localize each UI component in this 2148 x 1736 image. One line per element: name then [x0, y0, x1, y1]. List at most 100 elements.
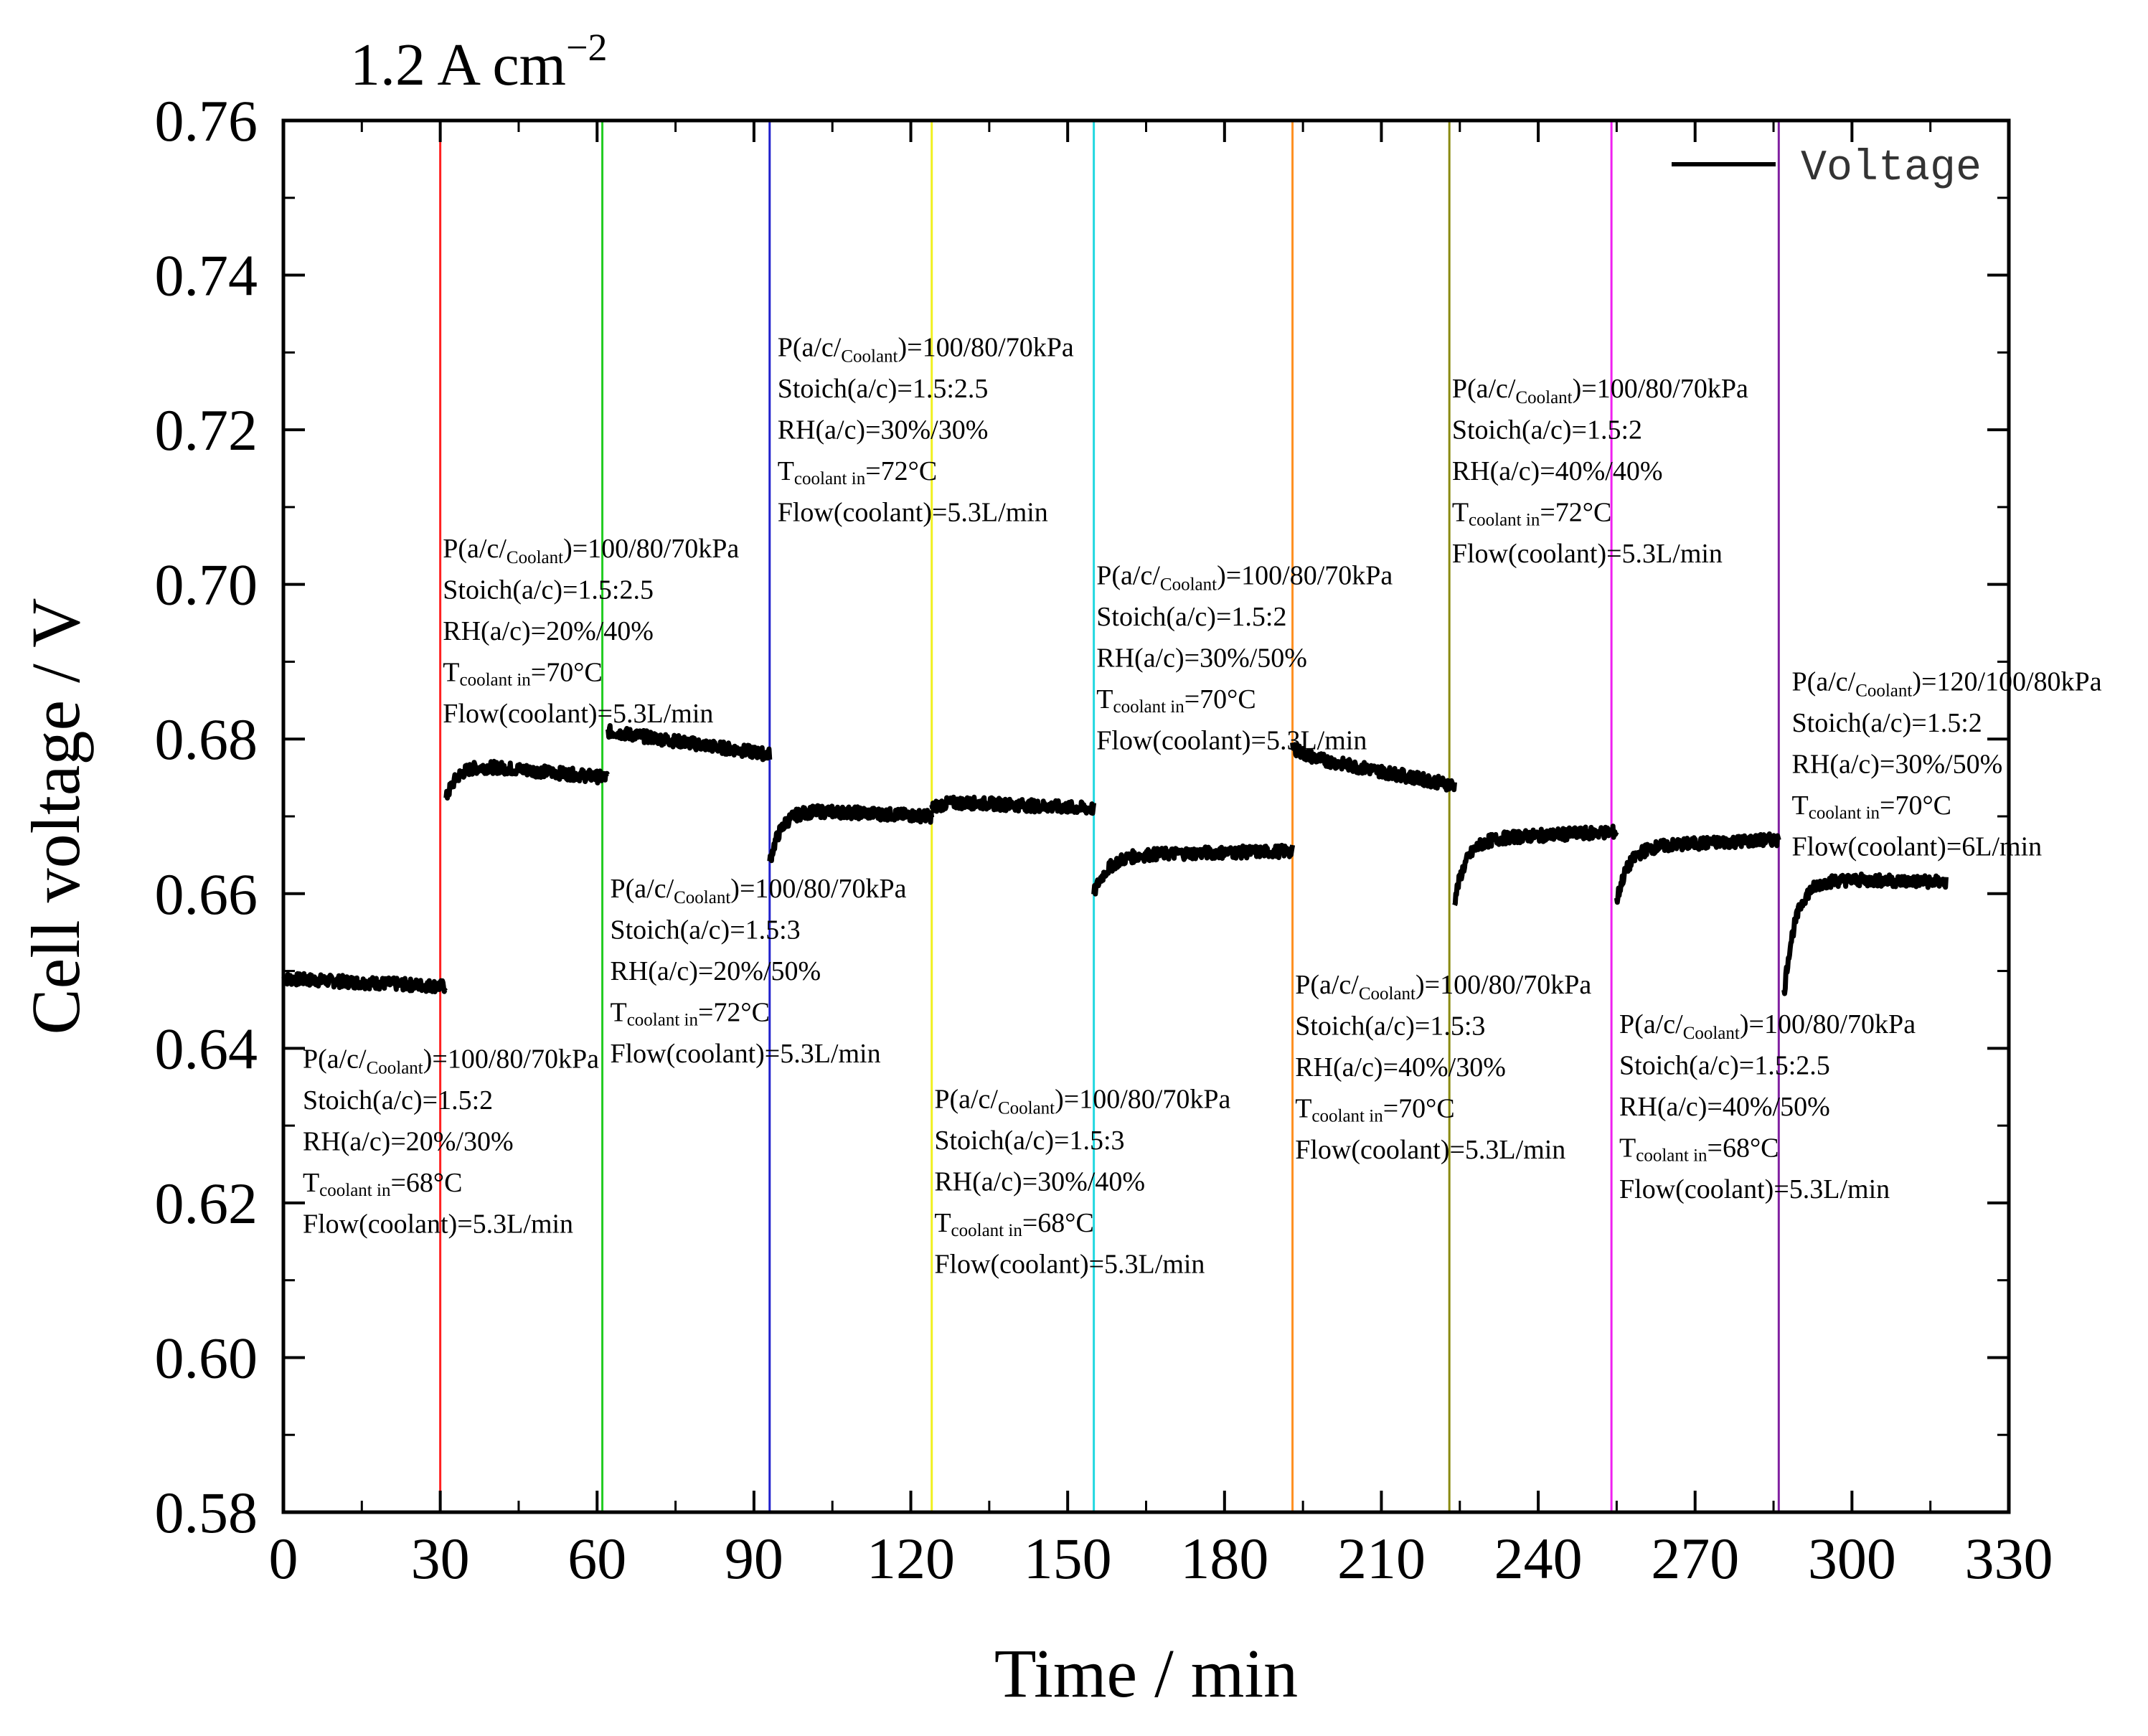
annotation-rh: RH(a/c)=40%/30% [1295, 1052, 1506, 1082]
annotation-rh: RH(a/c)=40%/50% [1619, 1092, 1830, 1122]
voltage-segment-4 [767, 803, 935, 864]
annot-text: T [1619, 1133, 1636, 1163]
annot-text: )=100/80/70kPa [730, 874, 906, 904]
annot-subscript: Coolant [1160, 575, 1217, 595]
annotation-flow: Flow(coolant)=5.3L/min [1096, 726, 1367, 756]
x-tick-label: 300 [1808, 1526, 1896, 1591]
annotation-temperature: Tcoolant in=68°C [1619, 1133, 1779, 1165]
annot-subscript: Coolant [1855, 681, 1912, 700]
annotation-stoich: Stoich(a/c)=1.5:2.5 [778, 374, 989, 404]
annot-subscript: Coolant [998, 1098, 1055, 1118]
annotation-rh: RH(a/c)=30%/50% [1792, 749, 2003, 779]
annot-subscript: coolant in [627, 1011, 699, 1030]
annotation-pressure: P(a/c/Coolant)=100/80/70kPa [1619, 1009, 1916, 1043]
y-tick-label: 0.60 [155, 1325, 258, 1390]
voltage-segment-5 [929, 794, 1097, 816]
annotation-rh: RH(a/c)=30%/30% [778, 415, 989, 445]
x-tick-label: 30 [411, 1526, 470, 1591]
annotation-pressure: P(a/c/Coolant)=100/80/70kPa [303, 1044, 599, 1077]
annot-text: P(a/c/ [934, 1084, 998, 1114]
annotation-pressure: P(a/c/Coolant)=100/80/70kPa [1295, 970, 1591, 1004]
annot-subscript: coolant in [1809, 803, 1880, 823]
annot-text: P(a/c/ [1792, 666, 1856, 697]
annotation-stoich: Stoich(a/c)=1.5:3 [934, 1126, 1124, 1156]
annotation-6: P(a/c/Coolant)=100/80/70kPa Stoich(a/c)=1… [1096, 561, 1393, 756]
x-tick-label: 150 [1024, 1526, 1112, 1591]
annot-text: T [1792, 791, 1809, 821]
voltage-segment-9 [1614, 831, 1781, 905]
annotation-temperature: Tcoolant in=70°C [443, 657, 602, 689]
annot-text: T [1096, 684, 1113, 714]
annotation-temperature: Tcoolant in=72°C [1452, 497, 1611, 529]
annotation-flow: Flow(coolant)=5.3L/min [1452, 539, 1723, 569]
annotation-flow: Flow(coolant)=5.3L/min [610, 1039, 880, 1069]
annotation-8: P(a/c/Coolant)=100/80/70kPa Stoich(a/c)=1… [1452, 374, 1748, 569]
annotation-pressure: P(a/c/Coolant)=120/100/80kPa [1792, 666, 2102, 700]
condition-annotations: P(a/c/Coolant)=100/80/70kPaStoich(a/c)=1… [303, 333, 2102, 1280]
legend: Voltage [1672, 144, 1982, 193]
annot-subscript: Coolant [367, 1058, 423, 1077]
y-tick-label: 0.62 [155, 1171, 258, 1236]
annotation-1: P(a/c/Coolant)=100/80/70kPa Stoich(a/c)=1… [303, 1044, 599, 1239]
annot-text: P(a/c/ [1452, 374, 1516, 404]
annot-text: T [778, 456, 794, 486]
annot-subscript: coolant in [1113, 697, 1184, 717]
annotation-7: P(a/c/Coolant)=100/80/70kPa Stoich(a/c)=1… [1295, 970, 1591, 1165]
annotation-temperature: Tcoolant in=70°C [1792, 791, 1951, 823]
legend-label-voltage: Voltage [1801, 144, 1982, 193]
annot-subscript: Coolant [1683, 1024, 1740, 1043]
annot-text: =68°C [1707, 1133, 1779, 1163]
annot-text: T [443, 657, 459, 687]
annotation-flow: Flow(coolant)=5.3L/min [303, 1209, 573, 1239]
y-tick-label: 0.72 [155, 397, 258, 463]
annot-text: )=100/80/70kPa [898, 333, 1074, 363]
annotation-rh: RH(a/c)=30%/40% [934, 1166, 1145, 1197]
x-tick-label: 330 [1965, 1526, 2053, 1591]
y-tick-label: 0.76 [155, 88, 258, 154]
x-tick-label: 270 [1651, 1526, 1739, 1591]
plot-frame [281, 118, 2011, 1514]
annot-text: =72°C [698, 998, 770, 1028]
x-tick-label: 90 [725, 1526, 783, 1591]
annot-text: )=100/80/70kPa [1415, 970, 1591, 1000]
annot-subscript: coolant in [1311, 1106, 1383, 1126]
annotation-pressure: P(a/c/Coolant)=100/80/70kPa [1452, 374, 1748, 407]
y-tick-label: 0.70 [155, 552, 258, 618]
voltage-segment-10 [1781, 871, 1949, 996]
annotation-flow: Flow(coolant)=5.3L/min [934, 1249, 1205, 1279]
annot-subscript: Coolant [1359, 984, 1415, 1004]
annot-text: T [610, 998, 626, 1028]
annotation-stoich: Stoich(a/c)=1.5:3 [610, 915, 800, 945]
annot-text: =70°C [1184, 684, 1256, 714]
annotation-stoich: Stoich(a/c)=1.5:3 [1295, 1011, 1485, 1041]
annotation-stoich: Stoich(a/c)=1.5:2 [303, 1085, 493, 1115]
annotation-pressure: P(a/c/Coolant)=100/80/70kPa [934, 1084, 1230, 1118]
annotation-flow: Flow(coolant)=5.3L/min [1619, 1174, 1890, 1204]
x-axis-title: Time / min [994, 1635, 1298, 1712]
annot-text: T [1295, 1093, 1311, 1123]
chart-title: 1.2 A cm−2 [350, 26, 607, 98]
voltage-segment-8 [1452, 824, 1619, 907]
annotation-temperature: Tcoolant in=70°C [1295, 1093, 1454, 1126]
annotation-temperature: Tcoolant in=68°C [934, 1208, 1093, 1240]
annot-text: P(a/c/ [303, 1044, 367, 1074]
y-tick-label: 0.68 [155, 707, 258, 772]
annot-subscript: Coolant [674, 888, 730, 907]
x-tick-label: 210 [1337, 1526, 1426, 1591]
annotation-temperature: Tcoolant in=68°C [303, 1168, 462, 1200]
annotation-pressure: P(a/c/Coolant)=100/80/70kPa [778, 333, 1074, 367]
annot-text: =68°C [390, 1168, 462, 1198]
annotation-10: P(a/c/Coolant)=120/100/80kPa Stoich(a/c)=… [1792, 666, 2102, 862]
annot-text: P(a/c/ [778, 333, 842, 363]
annotation-pressure: P(a/c/Coolant)=100/80/70kPa [443, 534, 739, 567]
annotation-rh: RH(a/c)=20%/50% [610, 956, 821, 986]
annotation-stoich: Stoich(a/c)=1.5:2 [1096, 602, 1286, 632]
annot-text: )=100/80/70kPa [1217, 561, 1393, 591]
annotation-rh: RH(a/c)=20%/30% [303, 1126, 514, 1156]
x-tick-label: 120 [867, 1526, 955, 1591]
annotation-5: P(a/c/Coolant)=100/80/70kPa Stoich(a/c)=1… [934, 1084, 1230, 1279]
annot-text: =72°C [1540, 497, 1611, 527]
annot-text: T [934, 1208, 951, 1238]
annotation-stoich: Stoich(a/c)=1.5:2 [1452, 415, 1642, 445]
